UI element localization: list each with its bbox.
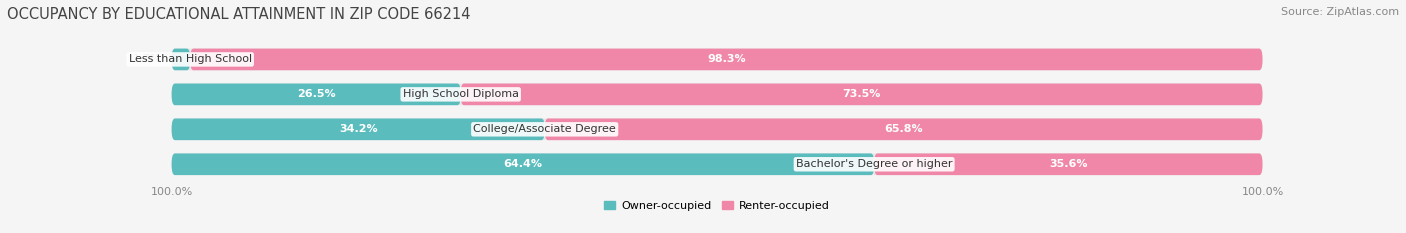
FancyBboxPatch shape: [544, 118, 1263, 140]
Legend: Owner-occupied, Renter-occupied: Owner-occupied, Renter-occupied: [600, 196, 834, 215]
FancyBboxPatch shape: [172, 118, 1263, 140]
FancyBboxPatch shape: [172, 118, 544, 140]
Text: College/Associate Degree: College/Associate Degree: [474, 124, 616, 134]
Text: 1.7%: 1.7%: [132, 55, 160, 64]
Text: Source: ZipAtlas.com: Source: ZipAtlas.com: [1281, 7, 1399, 17]
Text: 73.5%: 73.5%: [842, 89, 880, 99]
FancyBboxPatch shape: [172, 153, 875, 175]
FancyBboxPatch shape: [190, 49, 1263, 70]
Text: 26.5%: 26.5%: [297, 89, 336, 99]
FancyBboxPatch shape: [172, 83, 461, 105]
Text: 100.0%: 100.0%: [150, 187, 193, 197]
Text: 34.2%: 34.2%: [339, 124, 377, 134]
Text: 65.8%: 65.8%: [884, 124, 922, 134]
FancyBboxPatch shape: [172, 153, 1263, 175]
FancyBboxPatch shape: [172, 49, 1263, 70]
FancyBboxPatch shape: [461, 83, 1263, 105]
Text: 64.4%: 64.4%: [503, 159, 543, 169]
Text: Bachelor's Degree or higher: Bachelor's Degree or higher: [796, 159, 952, 169]
Text: 98.3%: 98.3%: [707, 55, 745, 64]
Text: OCCUPANCY BY EDUCATIONAL ATTAINMENT IN ZIP CODE 66214: OCCUPANCY BY EDUCATIONAL ATTAINMENT IN Z…: [7, 7, 471, 22]
Text: Less than High School: Less than High School: [128, 55, 252, 64]
FancyBboxPatch shape: [875, 153, 1263, 175]
FancyBboxPatch shape: [172, 83, 1263, 105]
FancyBboxPatch shape: [172, 49, 190, 70]
Text: 35.6%: 35.6%: [1049, 159, 1088, 169]
Text: High School Diploma: High School Diploma: [402, 89, 519, 99]
Text: 100.0%: 100.0%: [1241, 187, 1284, 197]
